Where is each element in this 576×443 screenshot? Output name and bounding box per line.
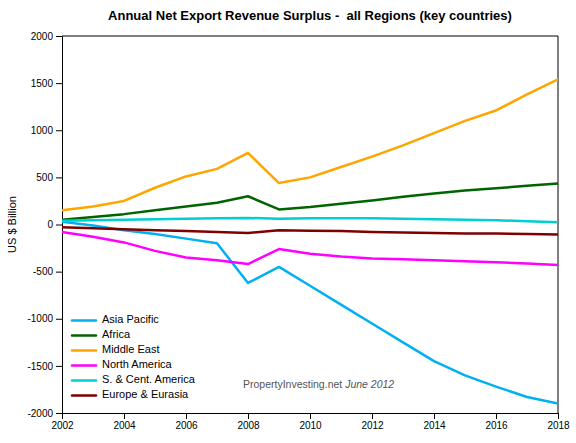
legend-label: Africa	[102, 328, 131, 340]
x-tick-label: 2010	[299, 420, 322, 431]
y-tick-label: -2000	[27, 408, 53, 419]
legend-label: North America	[102, 358, 173, 370]
x-tick-label: 2004	[113, 420, 136, 431]
y-tick: 1500	[31, 78, 62, 89]
x-tick-label: 2008	[237, 420, 260, 431]
x-tick-mark	[372, 413, 373, 419]
y-tick-label: 500	[36, 172, 53, 183]
series-line	[62, 79, 558, 210]
x-tick-label: 2018	[547, 420, 570, 431]
title: Annual Net Export Revenue Surplus - all …	[108, 8, 512, 23]
legend-swatch	[72, 319, 96, 322]
series-line	[62, 184, 558, 220]
x-tick-label: 2014	[423, 420, 446, 431]
legend-item: Middle East	[72, 343, 159, 355]
legend-swatch	[72, 379, 96, 382]
legend-label: Asia Pacific	[102, 313, 159, 325]
x-tick: 2006	[175, 413, 198, 431]
chart: 2002 2004 2006 2008 2010 2012 2014 2016 2018 -200…	[0, 0, 576, 443]
frame	[62, 36, 558, 37]
y-tick: -2000	[27, 408, 62, 419]
annotation-part: PropertyInvesting.net	[243, 378, 342, 390]
y-axis-line	[56, 37, 63, 414]
legend-swatch	[72, 334, 96, 337]
y-tick-mark	[56, 83, 62, 84]
x-tick: 2008	[237, 413, 260, 431]
y-tick-label: -500	[33, 266, 53, 277]
legend-item: Asia Pacific	[72, 313, 159, 325]
x-tick: 2004	[113, 413, 136, 431]
x-tick-mark	[248, 413, 249, 419]
x-tick: 2012	[361, 413, 384, 431]
legend-item: North America	[72, 358, 173, 370]
legend-label: Middle East	[102, 343, 159, 355]
x-axis-line	[63, 414, 559, 420]
legend-label: Europe & Eurasia	[102, 388, 189, 400]
x-tick-mark	[496, 413, 497, 419]
y-axis: -2000 -1500 -1000 -500 0 500 1000 1500 2000	[27, 31, 62, 419]
legend-item: Africa	[72, 328, 131, 340]
y-tick-label: 1500	[31, 78, 54, 89]
y-tick: 2000	[31, 31, 62, 42]
x-tick: 2016	[485, 413, 508, 431]
y-tick: -1000	[27, 313, 62, 324]
lines	[62, 79, 558, 403]
x-tick-label: 2002	[51, 420, 74, 431]
annotation-part: June 2012	[342, 378, 394, 390]
legend-swatch	[72, 394, 96, 397]
y-tick-mark	[56, 36, 62, 37]
y-tick-mark	[56, 413, 62, 414]
legend-label: S. & Cent. America	[102, 373, 196, 385]
y-tick-mark	[56, 366, 62, 367]
y-tick-label: 2000	[31, 31, 54, 42]
x-tick-mark	[186, 413, 187, 419]
annotation: PropertyInvesting.net June 2012	[243, 378, 394, 390]
y-tick: -500	[33, 266, 62, 277]
legend: Asia Pacific Africa Middle East North Ameri…	[72, 313, 196, 400]
y-tick-mark	[56, 177, 62, 178]
x-tick-label: 2016	[485, 420, 508, 431]
legend-item: S. & Cent. America	[72, 373, 196, 385]
y-tick-mark	[56, 319, 62, 320]
y-tick-mark	[56, 272, 62, 273]
series-line	[62, 222, 558, 404]
y-tick-mark	[56, 225, 62, 226]
x-tick: 2014	[423, 413, 446, 431]
x-tick: 2002	[51, 413, 74, 431]
series-line	[62, 218, 558, 222]
x-tick-label: 2012	[361, 420, 384, 431]
y-tick-label: -1000	[27, 313, 53, 324]
legend-swatch	[72, 349, 96, 352]
y-tick-label: -1500	[27, 361, 53, 372]
x-tick-mark	[558, 413, 559, 419]
y-axis-title: US $ Billion	[6, 196, 18, 253]
legend-swatch	[72, 364, 96, 367]
y-tick-mark	[56, 130, 62, 131]
y-tick: 500	[36, 172, 62, 183]
y-tick-label: 1000	[31, 125, 54, 136]
frame	[558, 36, 559, 413]
x-tick-mark	[310, 413, 311, 419]
plot: 2002 2004 2006 2008 2010 2012 2014 2016 2018 -200…	[27, 31, 570, 431]
y-tick: -1500	[27, 361, 62, 372]
y-tick: 0	[47, 219, 62, 230]
y-tick-label: 0	[47, 219, 53, 230]
series-line	[62, 232, 558, 265]
x-tick-mark	[434, 413, 435, 419]
series-line	[62, 227, 558, 234]
legend-item: Europe & Eurasia	[72, 388, 189, 400]
x-tick-label: 2006	[175, 420, 198, 431]
x-tick: 2018	[547, 413, 570, 431]
x-tick-mark	[124, 413, 125, 419]
y-tick: 1000	[31, 125, 62, 136]
x-axis: 2002 2004 2006 2008 2010 2012 2014 2016 2018	[51, 413, 570, 431]
x-tick: 2010	[299, 413, 322, 431]
